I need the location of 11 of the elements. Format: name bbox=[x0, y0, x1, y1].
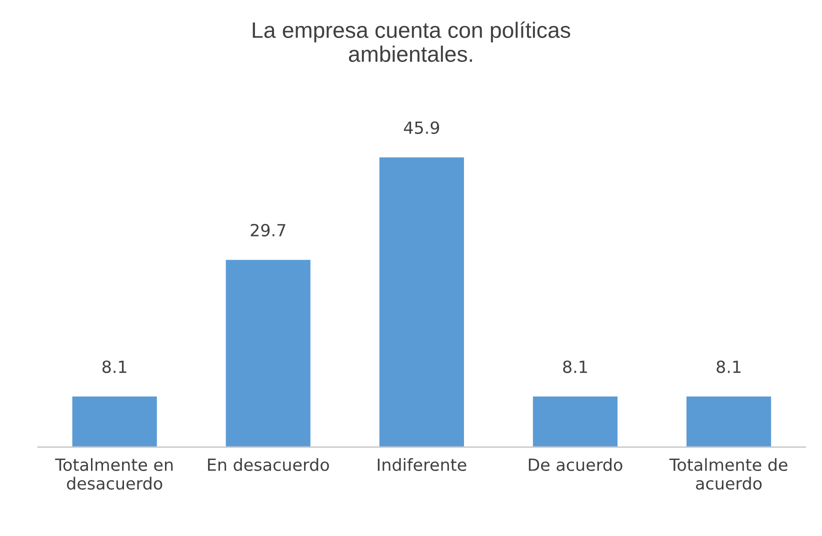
chart-title: La empresa cuenta con políticas ambientales. bbox=[252, 21, 570, 62]
data-label: 29.7 bbox=[250, 224, 286, 236]
x-tick-label: En desacuerdo bbox=[208, 458, 329, 472]
x-tick-label: Totalmente de acuerdo bbox=[669, 458, 788, 490]
x-tick-label: Indiferente bbox=[378, 458, 466, 472]
data-label: 8.1 bbox=[102, 360, 126, 374]
data-label: 8.1 bbox=[563, 360, 587, 374]
data-label: 8.1 bbox=[716, 360, 740, 374]
data-label: 45.9 bbox=[404, 121, 440, 134]
x-tick-label: De acuerdo bbox=[528, 458, 622, 472]
x-tick-label: Totalmente en desacuerdo bbox=[55, 458, 173, 490]
